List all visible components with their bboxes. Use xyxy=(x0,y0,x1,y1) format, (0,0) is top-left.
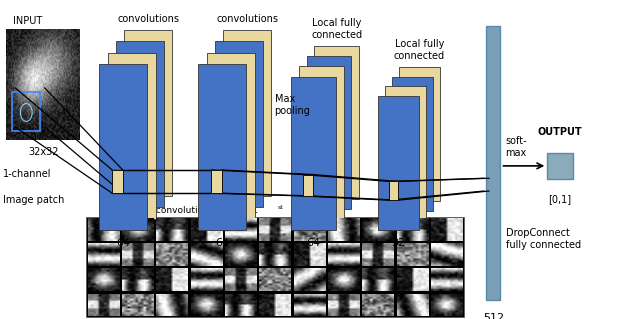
Bar xyxy=(112,170,123,193)
Text: 512: 512 xyxy=(483,313,504,319)
Bar xyxy=(378,96,419,230)
Text: 1-channel: 1-channel xyxy=(3,169,52,179)
Bar xyxy=(211,170,222,193)
Text: OUTPUT: OUTPUT xyxy=(538,127,582,137)
Bar xyxy=(392,77,433,211)
Bar xyxy=(198,64,246,230)
Text: Max
pooling: Max pooling xyxy=(275,94,310,116)
Text: st: st xyxy=(277,205,283,210)
Bar xyxy=(99,64,147,230)
Text: soft-
max: soft- max xyxy=(506,136,527,158)
Bar xyxy=(207,53,255,219)
Bar xyxy=(86,217,464,317)
Bar xyxy=(399,67,440,201)
Bar xyxy=(291,77,336,230)
Text: Image patch: Image patch xyxy=(3,195,65,204)
Bar xyxy=(314,46,359,199)
Text: [0,1]: [0,1] xyxy=(548,195,572,204)
Text: Trained convolutional filters (1: Trained convolutional filters (1 xyxy=(120,206,259,215)
Text: 64: 64 xyxy=(116,238,131,248)
Text: Local fully
connected: Local fully connected xyxy=(311,18,362,40)
Bar xyxy=(307,56,351,209)
Text: 32x32: 32x32 xyxy=(28,147,58,157)
Bar xyxy=(116,41,164,207)
Bar xyxy=(124,30,172,196)
Bar xyxy=(385,86,426,220)
Bar xyxy=(547,153,573,179)
Bar xyxy=(389,182,398,200)
Text: INPUT: INPUT xyxy=(13,16,42,26)
Text: Local fully
connected: Local fully connected xyxy=(394,39,445,61)
Bar xyxy=(486,26,500,300)
Text: convolutions: convolutions xyxy=(216,14,278,24)
Bar xyxy=(215,41,263,207)
Text: DropConnect
fully connected: DropConnect fully connected xyxy=(506,228,580,250)
Text: 64: 64 xyxy=(307,238,321,248)
Bar xyxy=(108,53,156,219)
Bar xyxy=(303,174,313,196)
Bar xyxy=(223,30,271,196)
Text: convolutions: convolutions xyxy=(117,14,179,24)
Text: 64: 64 xyxy=(215,238,230,248)
Bar xyxy=(299,66,344,219)
Text: 32: 32 xyxy=(391,238,406,248)
Text: layer): layer) xyxy=(290,206,319,215)
